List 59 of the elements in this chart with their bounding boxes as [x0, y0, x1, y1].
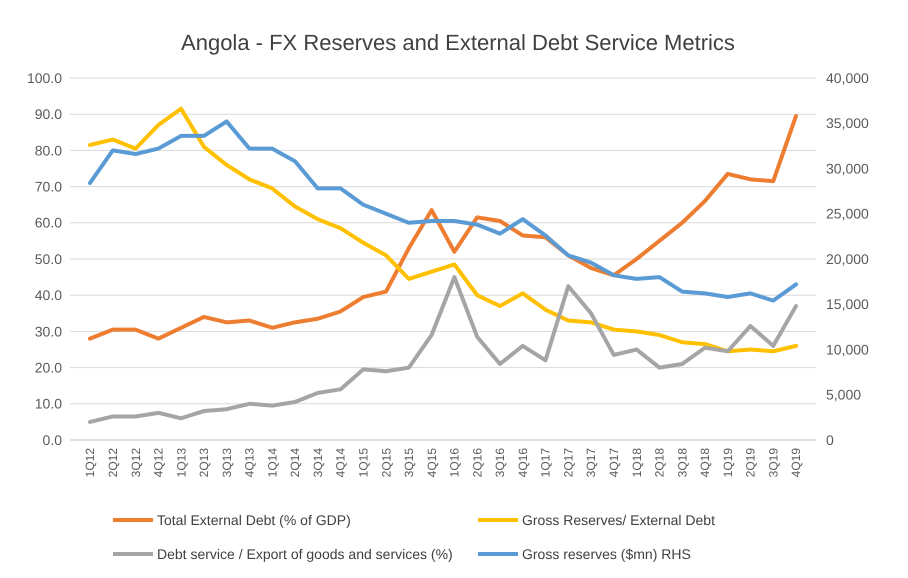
line-series: [88, 275, 798, 424]
x-tick-label: 1Q15: [356, 448, 370, 478]
y-tick-label: 70.0: [34, 178, 62, 194]
x-tick-label: 2Q13: [197, 448, 212, 478]
x-tick-label: 1Q19: [720, 448, 735, 478]
x-tick-label: 1Q16: [448, 448, 462, 478]
x-tick-label: 2Q14: [288, 448, 302, 478]
legend-label: Gross Reserves/ External Debt: [522, 512, 716, 528]
x-tick-label: 3Q13: [220, 448, 234, 478]
y-tick-label: 60.0: [34, 214, 62, 231]
x-tick-label: 1Q13: [174, 448, 188, 478]
x-tick-label: 4Q16: [516, 448, 530, 478]
x-tick-label: 1Q17: [538, 448, 553, 478]
x-tick-label: 3Q12: [128, 448, 143, 478]
x-tick-label: 4Q18: [698, 448, 712, 478]
x-tick-label: 3Q19: [766, 448, 780, 478]
x-tick-label: 4Q12: [152, 448, 166, 478]
x-tick-label: 2Q19: [744, 448, 758, 478]
x-tick-label: 3Q14: [310, 448, 325, 478]
y-tick-label: 10.0: [34, 396, 62, 412]
chart-title: Angola - FX Reserves and External Debt Service Metrics: [181, 30, 735, 55]
x-tick-label: 3Q15: [402, 448, 416, 478]
line-series: [88, 119, 798, 303]
x-tick-label: 4Q15: [424, 448, 439, 478]
x-tick-label: 3Q16: [493, 448, 508, 478]
y-tick-label: 20.0: [34, 360, 62, 376]
y2-tick-label: 5,000: [826, 386, 862, 403]
y-tick-label: 40.0: [34, 287, 62, 304]
x-tick-label: 2Q16: [470, 448, 484, 478]
y-tick-label: 0.0: [42, 432, 62, 448]
legend-label: Total External Debt (% of GDP): [157, 512, 351, 528]
x-tick-label: 2Q17: [561, 448, 576, 478]
x-tick-label: 3Q18: [675, 448, 690, 478]
y-tick-label: 50.0: [34, 250, 62, 267]
y2-tick-label: 10,000: [826, 341, 870, 358]
x-tick-label: 3Q17: [584, 448, 598, 478]
x-tick-label: 1Q18: [630, 448, 644, 478]
y-tick-label: 90.0: [34, 106, 62, 122]
y2-tick-label: 30,000: [826, 160, 870, 176]
x-tick-label: 1Q14: [265, 448, 280, 478]
y2-tick-label: 15,000: [826, 296, 870, 312]
x-tick-label: 4Q19: [789, 448, 804, 478]
y2-tick-label: 20,000: [826, 250, 870, 267]
x-tick-label: 2Q15: [379, 448, 394, 478]
y2-tick-label: 40,000: [826, 70, 870, 86]
y2-tick-label: 35,000: [826, 115, 870, 132]
y-tick-label: 30.0: [34, 323, 62, 340]
x-tick-label: 4Q14: [334, 448, 348, 478]
x-tick-label: 2Q18: [652, 448, 667, 478]
legend-label: Debt service / Export of goods and services (%): [157, 546, 453, 562]
x-tick-label: 4Q13: [242, 448, 257, 478]
y-tick-label: 100.0: [26, 70, 62, 86]
y-tick-label: 80.0: [34, 142, 62, 158]
y2-tick-label: 25,000: [826, 206, 870, 222]
y2-tick-label: 0: [826, 432, 834, 448]
x-tick-label: 4Q17: [607, 448, 622, 478]
x-tick-label: 2Q12: [106, 448, 120, 478]
legend-label: Gross reserves ($mn) RHS: [522, 546, 691, 562]
x-tick-label: 1Q12: [83, 448, 98, 478]
